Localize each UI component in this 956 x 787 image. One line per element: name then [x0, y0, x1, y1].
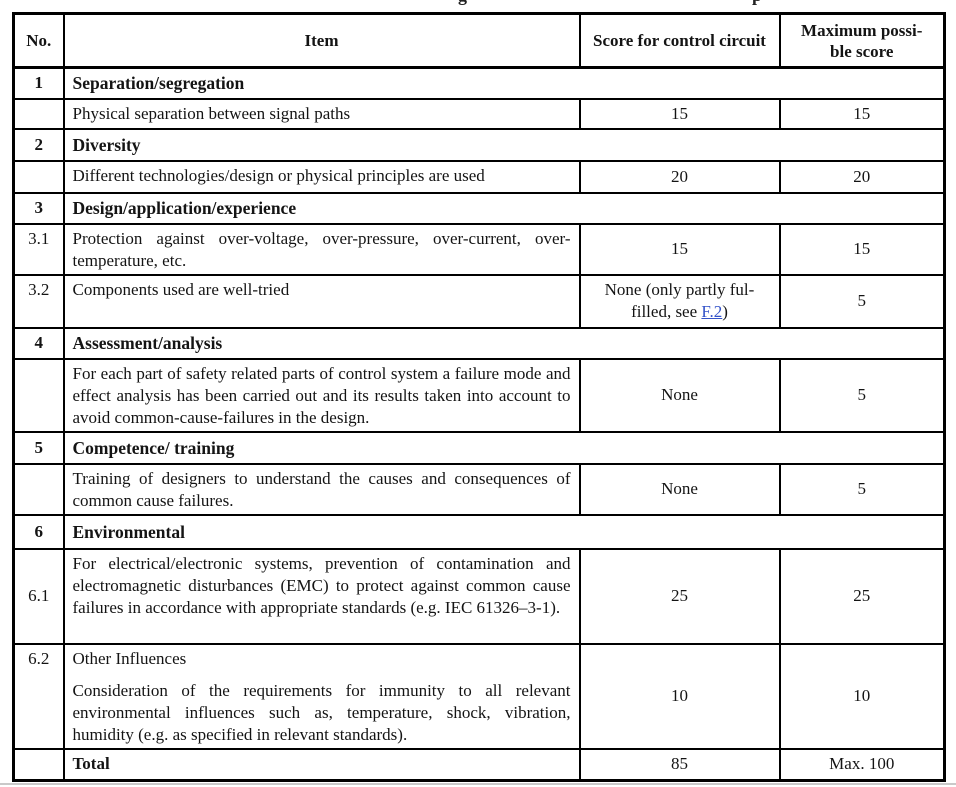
item-row: For each part of safety related parts of…: [12, 357, 946, 433]
section-number: 3: [12, 191, 65, 225]
item-cell: For each part of safety related parts of…: [62, 357, 581, 433]
score-cell: 15: [578, 97, 781, 130]
item-row-6-2: 6.2 Other Influences Consideration of th…: [12, 642, 946, 750]
section-row-4: 4 Assessment/analysis: [12, 326, 946, 360]
item-row: Training of designers to understand the …: [12, 462, 946, 516]
max-score-cell: 5: [778, 462, 946, 516]
item-cell: Protection against over-voltage, over-pr…: [62, 222, 581, 276]
score-cell: 10: [578, 642, 781, 750]
table-header-row: No. Item Score for control circuit Maxim…: [12, 12, 946, 69]
score-cell: 25: [578, 547, 781, 645]
header-max: Maximum possi­ble score: [778, 12, 946, 69]
row-number: [12, 747, 65, 782]
score-cell: 20: [578, 159, 781, 194]
item-row-3-1: 3.1 Protection against over-voltage, ove…: [12, 222, 946, 276]
row-number: [12, 462, 65, 516]
score-cell: None: [578, 357, 781, 433]
f2-link[interactable]: F.2: [701, 302, 723, 321]
max-score-cell: 25: [778, 547, 946, 645]
section-number: 4: [12, 326, 65, 360]
item-cell: Training of designers to understand the …: [62, 462, 581, 516]
item-row-6-1: 6.1 For electrical/electronic systems, p…: [12, 547, 946, 645]
section-title: Separation/segregation: [62, 66, 946, 100]
section-row-6: 6 Environmental: [12, 513, 946, 550]
item-row-3-2: 3.2 Components used are well-tried None …: [12, 273, 946, 329]
total-row: Total 85 Max. 100: [12, 747, 946, 782]
page-edge-line: [0, 783, 956, 785]
max-score-cell: 5: [778, 357, 946, 433]
caption-remnant: p: [752, 0, 768, 6]
item-cell: Different technologies/design or physica…: [62, 159, 581, 194]
score-cell: 15: [578, 222, 781, 276]
caption-remnant-glyph: g: [458, 0, 474, 6]
item-subheading: Other Influences: [72, 648, 187, 668]
row-number: 6.1: [12, 547, 65, 645]
item-cell: Components used are well-tried: [62, 273, 581, 329]
max-score-cell: 15: [778, 97, 946, 130]
item-row: Different technologies/design or physica…: [12, 159, 946, 194]
section-row-3: 3 Design/application/experience: [12, 191, 946, 225]
item-cell: For electrical/electronic systems, preve…: [62, 547, 581, 645]
section-row-5: 5 Competence/ training: [12, 430, 946, 465]
header-no: No.: [12, 12, 65, 69]
section-title: Design/application/experience: [62, 191, 946, 225]
section-number: 2: [12, 127, 65, 162]
max-score-cell: 20: [778, 159, 946, 194]
section-title: Diversity: [62, 127, 946, 162]
max-score-cell: 15: [778, 222, 946, 276]
total-max-cell: Max. 100: [778, 747, 946, 782]
header-item: Item: [62, 12, 581, 69]
section-row-2: 2 Diversity: [12, 127, 946, 162]
item-cell: Physical separation between signal paths: [62, 97, 581, 130]
row-number: 3.1: [12, 222, 65, 276]
section-number: 1: [12, 66, 65, 100]
row-number: [12, 159, 65, 194]
header-score: Score for control circuit: [578, 12, 781, 69]
caption-remnant-glyph: p: [752, 0, 768, 6]
section-row-1: 1 Separation/segregation: [12, 66, 946, 100]
total-score-cell: 85: [578, 747, 781, 782]
score-cell: None: [578, 462, 781, 516]
score-cell: None (only partly ful­filled, see F.2): [578, 273, 781, 329]
ccf-scoring-table: No. Item Score for control circuit Maxim…: [12, 12, 946, 782]
section-title: Competence/ training: [62, 430, 946, 465]
row-number: [12, 357, 65, 433]
row-number: [12, 97, 65, 130]
section-title: Assessment/analysis: [62, 326, 946, 360]
item-row: Physical separation between signal paths…: [12, 97, 946, 130]
section-number: 6: [12, 513, 65, 550]
section-title: Environmental: [62, 513, 946, 550]
item-text: Consideration of the requirements for im…: [72, 680, 571, 744]
item-cell: Other Influences Consideration of the re…: [62, 642, 581, 750]
caption-remnant: g: [458, 0, 474, 6]
section-number: 5: [12, 430, 65, 465]
total-label-cell: Total: [62, 747, 581, 782]
max-score-cell: 5: [778, 273, 946, 329]
score-text: None (only partly ful­filled, see: [604, 280, 755, 321]
row-number: 3.2: [12, 273, 65, 329]
row-number: 6.2: [12, 642, 65, 750]
max-score-cell: 10: [778, 642, 946, 750]
score-text: ): [722, 302, 728, 321]
